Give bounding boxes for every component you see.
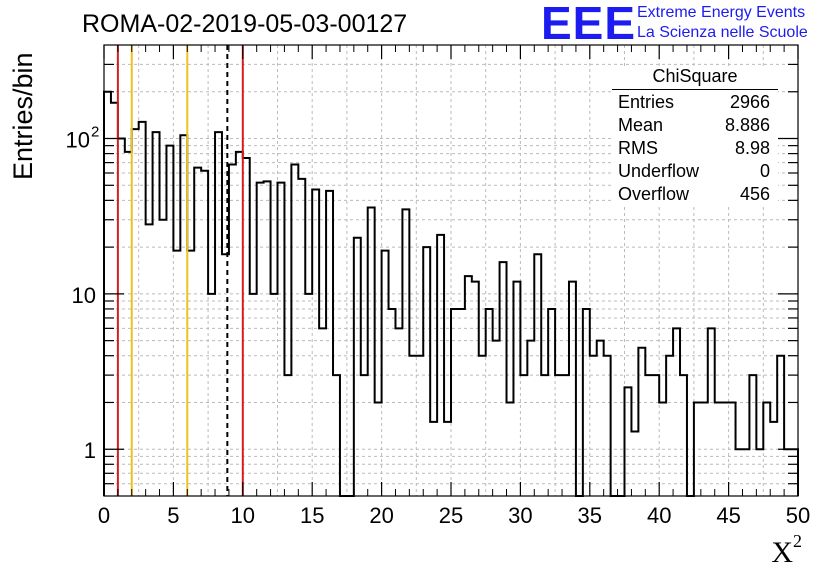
stats-row-mean: Mean 8.886 xyxy=(612,115,778,138)
x-tick-label: 45 xyxy=(716,503,740,528)
y-tick-label: 10 xyxy=(66,128,90,153)
x-axis-label: X2 xyxy=(771,531,802,570)
stats-row-overflow: Overflow 456 xyxy=(612,184,778,207)
y-tick-label: 1 xyxy=(84,438,96,463)
x-tick-label: 10 xyxy=(231,503,255,528)
y-tick-label-exponent: 2 xyxy=(91,124,99,141)
stats-value: 456 xyxy=(739,184,770,204)
stats-row-underflow: Underflow 0 xyxy=(612,161,778,184)
stats-label: Mean xyxy=(618,115,664,135)
stats-row-rms: RMS 8.98 xyxy=(612,138,778,161)
eee-logo: EEE xyxy=(541,0,637,49)
stats-label: RMS xyxy=(618,138,658,158)
histogram-outline xyxy=(103,90,799,497)
x-tick-label: 0 xyxy=(98,503,110,528)
stats-label: Entries xyxy=(618,92,675,112)
x-axis-label-superscript: 2 xyxy=(793,531,802,551)
stats-title: ChiSquare xyxy=(612,66,778,90)
stats-value: 0 xyxy=(759,161,770,181)
y-tick-label: 10 xyxy=(72,283,96,308)
stats-label: Underflow xyxy=(618,161,700,181)
chart-title: ROMA-02-2019-05-03-00127 xyxy=(82,10,408,38)
marker-lines xyxy=(116,45,244,496)
logo-line-1: Extreme Energy Events xyxy=(637,4,806,21)
x-tick-label: 50 xyxy=(786,503,810,528)
stats-value: 2966 xyxy=(729,92,770,112)
x-tick-label: 25 xyxy=(439,503,463,528)
x-tick-label: 15 xyxy=(300,503,324,528)
y-axis-label: Entries/bin xyxy=(8,52,38,180)
stats-box: ChiSquare Entries 2966 Mean 8.886 RMS 8.98 … xyxy=(612,66,778,207)
x-axis-label-base: X xyxy=(771,536,793,569)
histogram-series xyxy=(103,90,799,497)
x-tick-label: 5 xyxy=(167,503,179,528)
stats-row-entries: Entries 2966 xyxy=(612,92,778,115)
stats-value: 8.98 xyxy=(734,138,770,158)
logo-caption: Extreme Energy Events La Scienza nelle S… xyxy=(637,3,808,43)
x-tick-label: 35 xyxy=(578,503,602,528)
x-tick-label: 40 xyxy=(647,503,671,528)
stats-label: Overflow xyxy=(618,184,690,204)
x-tick-label: 30 xyxy=(508,503,532,528)
stats-value: 8.886 xyxy=(724,115,770,135)
x-tick-label: 20 xyxy=(369,503,393,528)
logo-line-2: La Scienza nelle Scuole xyxy=(637,24,808,41)
